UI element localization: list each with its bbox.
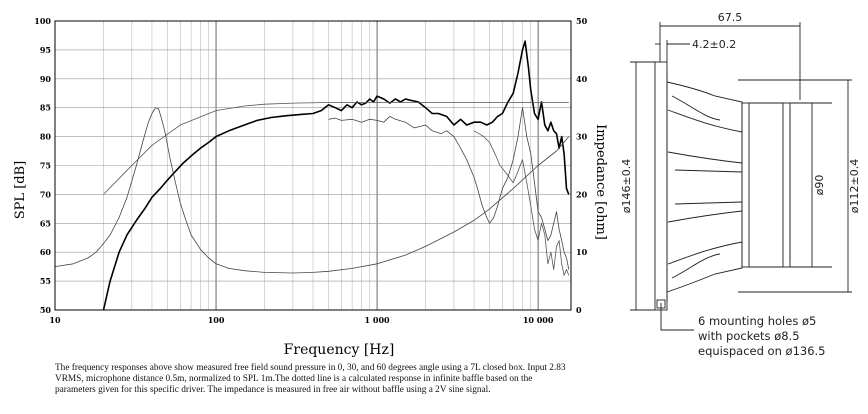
y-tick-label: 95: [40, 45, 51, 55]
dim-outer-diameter: ø146±0.4: [620, 159, 633, 213]
y-tick-label: 60: [40, 247, 52, 257]
y2-tick-label: 30: [576, 132, 588, 142]
y-tick-label: 65: [40, 218, 51, 228]
y2-tick-label: 50: [576, 16, 588, 26]
chart-caption: The frequency responses above show measu…: [55, 363, 575, 396]
y2-tick-label: 10: [576, 247, 588, 257]
dim-basket-diameter: ø112±0.4: [848, 159, 861, 213]
y-tick-label: 70: [40, 189, 52, 199]
series-spl-0deg: [102, 40, 570, 311]
y-tick-label: 90: [40, 74, 52, 84]
x-tick-label: 100: [208, 315, 225, 325]
driver-dimension-drawing: [630, 22, 852, 331]
y-tick-label: 80: [40, 132, 52, 142]
y2-tick-label: 20: [576, 189, 588, 199]
x-axis-label: Frequency [Hz]: [284, 342, 395, 358]
y2-tick-label: 0: [576, 305, 582, 315]
mounting-note-line-3: equispaced on ø136.5: [698, 344, 826, 358]
caption-text: The frequency responses above show measu…: [55, 363, 566, 395]
dim-flange: 4.2±0.2: [692, 38, 736, 51]
series-impedance: [54, 107, 570, 274]
y-tick-label: 55: [40, 276, 51, 286]
y2-tick-label: 40: [576, 74, 588, 84]
plot-frame: [54, 20, 572, 311]
x-tick-label: 10 000: [523, 315, 554, 325]
series-spl-30deg: [328, 107, 570, 270]
series-spl-calculated: [103, 102, 569, 195]
mounting-note-line-2: with pockets ø8.5: [698, 329, 800, 343]
y-axis-label: SPL [dB]: [13, 161, 28, 219]
driver-dimension-labels: 67.5 4.2±0.2 ø146±0.4 ø90 ø112±0.4 6 mou…: [620, 11, 861, 358]
y2-axis-label: Impedance [ohm]: [593, 124, 608, 240]
y-tick-label: 85: [40, 103, 51, 113]
x-tick-label: 10: [49, 315, 61, 325]
x-tick-label: 1 000: [365, 315, 390, 325]
series-spl-60deg: [473, 130, 570, 276]
y-tick-label: 100: [34, 16, 51, 26]
dim-depth: 67.5: [718, 11, 743, 24]
chart-grid: [54, 20, 571, 311]
y-tick-label: 50: [40, 305, 52, 315]
dim-magnet-diameter: ø90: [813, 175, 826, 196]
mounting-note-line-1: 6 mounting holes ø5: [698, 314, 816, 328]
y-tick-label: 75: [40, 161, 51, 171]
chart-series: [54, 40, 570, 311]
